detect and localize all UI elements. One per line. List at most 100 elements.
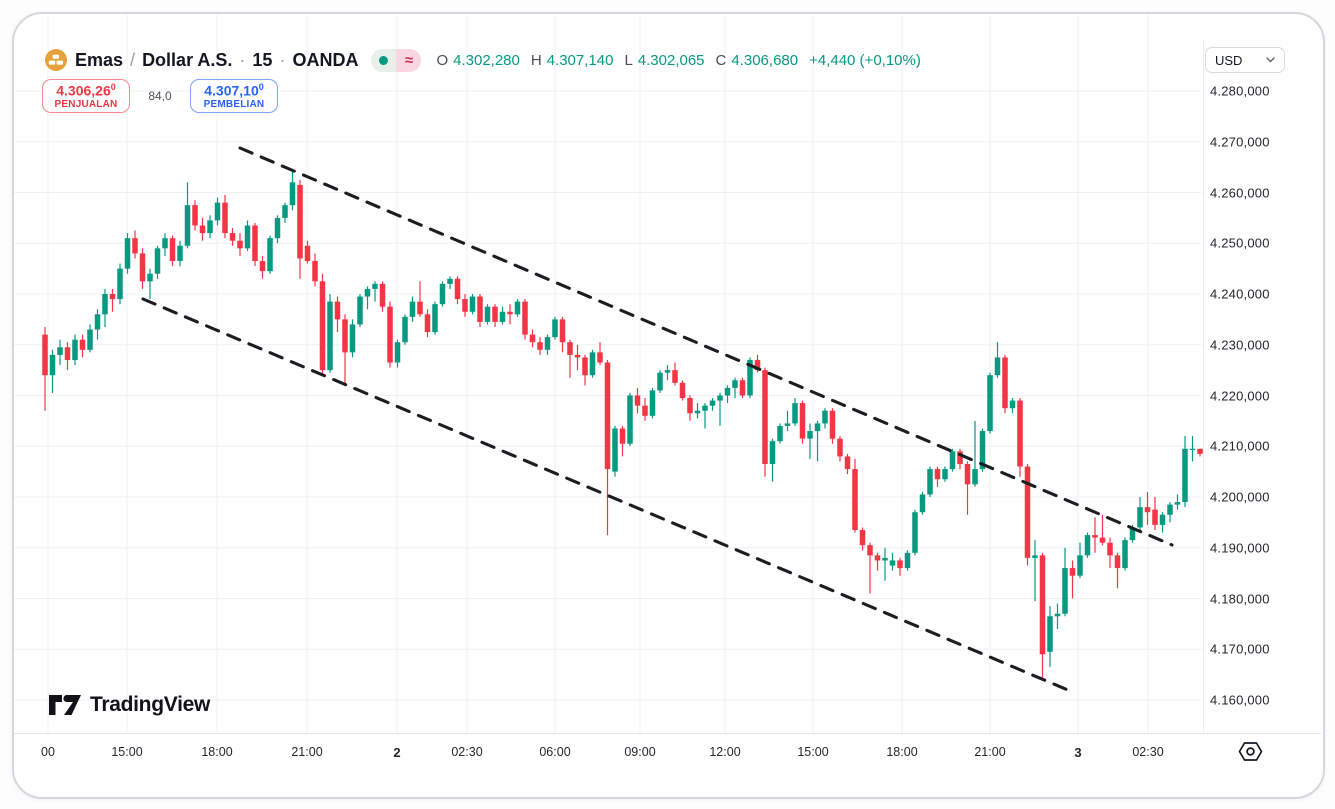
- candle-body: [394, 342, 401, 363]
- candle-down: [312, 253, 318, 287]
- trendline-channel-lower[interactable]: [141, 297, 1077, 695]
- candle-down: [379, 281, 386, 312]
- candle-body: [642, 405, 648, 416]
- candle-body: [1159, 514, 1166, 525]
- candle-up: [244, 220, 251, 251]
- candle-up: [784, 410, 791, 432]
- candle-up: [1137, 497, 1143, 530]
- candle-down: [1039, 552, 1046, 680]
- candle-down: [567, 339, 573, 378]
- price-axis-label: 4.190,000: [1210, 540, 1270, 556]
- time-axis-label: 15:00: [797, 745, 829, 759]
- candle-down: [619, 425, 626, 457]
- candle-up: [972, 420, 978, 487]
- price-axis-label: 4.170,000: [1210, 641, 1270, 657]
- candle-down: [604, 359, 611, 536]
- candle-up: [327, 294, 333, 373]
- candle-up: [499, 306, 506, 325]
- candle-body: [417, 301, 423, 315]
- chevron-down-icon: [1266, 57, 1275, 63]
- candle-body: [402, 316, 408, 343]
- candle-up: [807, 423, 813, 459]
- candle-body: [559, 319, 566, 343]
- candle-up: [289, 169, 296, 211]
- candle-up: [942, 466, 948, 482]
- time-axis-label: 00: [41, 745, 55, 759]
- candle-up: [207, 215, 213, 239]
- candle-up: [949, 448, 956, 472]
- candle-body: [792, 403, 798, 424]
- candle-body: [979, 431, 986, 470]
- candle-body: [739, 380, 746, 396]
- candle-body: [844, 456, 851, 470]
- timezone-settings-icon[interactable]: [1238, 741, 1263, 762]
- candle-body: [42, 334, 48, 376]
- candle-body: [1114, 555, 1121, 569]
- candle-down: [852, 458, 858, 533]
- symbol-header[interactable]: Emas / Dollar A.S. · 15 · OANDA ≈ O 4.30…: [44, 46, 921, 74]
- candle-body: [544, 337, 551, 350]
- candle-body: [1024, 466, 1031, 558]
- candle-down: [252, 222, 258, 267]
- time-axis-label: 2: [393, 745, 401, 760]
- tradingview-watermark[interactable]: TradingView: [48, 693, 210, 717]
- candle-down: [492, 304, 498, 327]
- time-axis-label: 02:30: [1132, 745, 1164, 759]
- candle-down: [762, 367, 768, 477]
- candle-body: [462, 299, 468, 312]
- market-status-capsule[interactable]: ≈: [371, 48, 422, 72]
- candle-body: [154, 248, 161, 274]
- candle-body: [747, 359, 753, 396]
- candle-down: [1092, 517, 1098, 553]
- trendline-channel-upper[interactable]: [238, 146, 1174, 547]
- candle-body: [1062, 568, 1068, 614]
- candle-body: [942, 469, 948, 480]
- candle-up: [402, 314, 408, 345]
- candle-body: [387, 306, 393, 363]
- low-label: L: [624, 51, 633, 69]
- candle-body: [447, 278, 453, 284]
- candle-body: [994, 357, 1001, 376]
- close-label: C: [715, 51, 727, 69]
- currency-selector[interactable]: USD: [1205, 47, 1285, 73]
- candle-down: [634, 387, 641, 414]
- price-axis-label: 4.250,000: [1210, 235, 1270, 251]
- candle-body: [177, 245, 183, 262]
- candle-body: [912, 512, 918, 553]
- candle-body: [799, 403, 806, 439]
- price-axis-label: 4.270,000: [1210, 134, 1270, 150]
- candle-up: [994, 342, 1001, 378]
- candle-body: [1039, 555, 1046, 655]
- candle-body: [1174, 502, 1181, 505]
- candle-down: [829, 408, 836, 444]
- candle-up: [87, 324, 93, 353]
- candle-up: [409, 296, 416, 322]
- buy-label: PEMBELIAN: [203, 99, 265, 111]
- candle-body: [874, 555, 881, 561]
- sell-button[interactable]: 4.306,260 PENJUALAN: [42, 79, 130, 113]
- candle-down: [507, 304, 513, 325]
- candle-body: [934, 469, 941, 480]
- candle-up: [357, 294, 363, 327]
- candle-body: [522, 301, 528, 335]
- candle-body: [687, 398, 693, 414]
- candle-body: [927, 469, 933, 495]
- candle-body: [297, 184, 303, 259]
- order-panel: 4.306,260 PENJUALAN 84,0 4.307,100 PEMBE…: [42, 79, 278, 113]
- watermark-text: TradingView: [90, 693, 211, 716]
- candle-up: [439, 281, 446, 307]
- time-axis-label: 21:00: [974, 745, 1006, 759]
- candle-up: [1159, 512, 1166, 533]
- candle-down: [597, 342, 603, 366]
- candle-up: [177, 240, 183, 267]
- candle-body: [724, 387, 731, 396]
- candle-body: [657, 372, 663, 391]
- candle-up: [1054, 603, 1061, 629]
- candle-up: [882, 547, 888, 581]
- candle-body: [694, 410, 701, 414]
- candle-down: [867, 542, 873, 594]
- candle-up: [612, 425, 618, 477]
- buy-button[interactable]: 4.307,100 PEMBELIAN: [190, 79, 278, 113]
- candle-body: [469, 296, 476, 312]
